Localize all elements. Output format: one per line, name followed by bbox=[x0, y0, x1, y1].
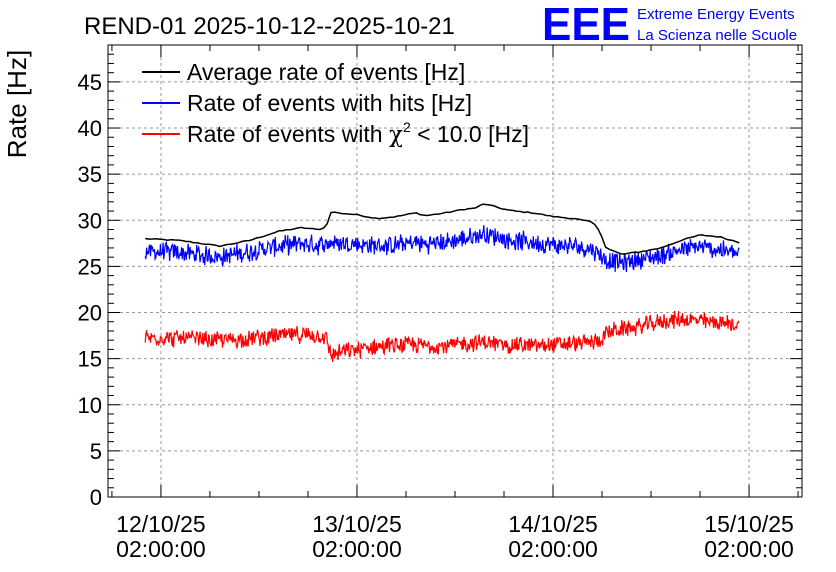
legend-chi2-prefix: Rate of events with bbox=[187, 121, 389, 147]
legend-chi2-symbol: χ bbox=[389, 122, 403, 148]
logo-mark: EEE bbox=[542, 0, 630, 50]
series-line-1 bbox=[144, 225, 740, 273]
series-line-2 bbox=[144, 310, 740, 362]
eee-logo: EEE Extreme Energy Events La Scienza nel… bbox=[542, 0, 797, 50]
legend-chi2-sup: 2 bbox=[403, 119, 411, 135]
x-tick-labels: 12/10/2502:00:0013/10/2502:00:0014/10/25… bbox=[116, 511, 794, 562]
axes bbox=[107, 44, 803, 498]
x-tick-label-time-2: 02:00:00 bbox=[508, 536, 598, 562]
legend: Average rate of events [Hz] Rate of even… bbox=[142, 59, 529, 148]
chart-title: REND-01 2025-10-12--2025-10-21 bbox=[84, 13, 455, 40]
y-tick-labels: 0 5 10 15 20 25 30 35 40 45 bbox=[78, 70, 102, 510]
data-series bbox=[144, 203, 740, 362]
y-tick-label-40: 40 bbox=[78, 116, 102, 141]
x-tick-label-date-0: 12/10/25 bbox=[116, 511, 206, 537]
x-tick-label-date-3: 15/10/25 bbox=[704, 511, 794, 537]
y-tick-label-30: 30 bbox=[78, 208, 102, 233]
y-tick-label-25: 25 bbox=[78, 254, 102, 279]
series-line-0 bbox=[145, 203, 740, 255]
y-tick-label-35: 35 bbox=[78, 162, 102, 187]
x-tick-label-time-0: 02:00:00 bbox=[116, 536, 206, 562]
logo-line-1: Extreme Energy Events bbox=[637, 6, 795, 23]
y-tick-label-45: 45 bbox=[78, 70, 102, 95]
y-tick-label-10: 10 bbox=[78, 393, 102, 418]
legend-label-average: Average rate of events [Hz] bbox=[187, 59, 465, 85]
x-tick-label-time-3: 02:00:00 bbox=[704, 536, 794, 562]
y-tick-label-0: 0 bbox=[90, 485, 102, 510]
grid bbox=[108, 45, 802, 497]
y-tick-label-5: 5 bbox=[90, 439, 102, 464]
legend-label-chi2: Rate of events with χ2 < 10.0 [Hz] bbox=[187, 119, 529, 148]
legend-chi2-suffix: < 10.0 [Hz] bbox=[411, 121, 529, 147]
logo-line-2: La Scienza nelle Scuole bbox=[637, 27, 797, 44]
plot-frame bbox=[107, 44, 803, 498]
x-tick-label-time-1: 02:00:00 bbox=[312, 536, 402, 562]
y-axis-label: Rate [Hz] bbox=[2, 50, 32, 158]
y-tick-label-20: 20 bbox=[78, 301, 102, 326]
x-tick-label-date-2: 14/10/25 bbox=[508, 511, 598, 537]
legend-label-hits: Rate of events with hits [Hz] bbox=[187, 90, 472, 116]
x-tick-label-date-1: 13/10/25 bbox=[312, 511, 402, 537]
y-tick-label-15: 15 bbox=[78, 347, 102, 372]
